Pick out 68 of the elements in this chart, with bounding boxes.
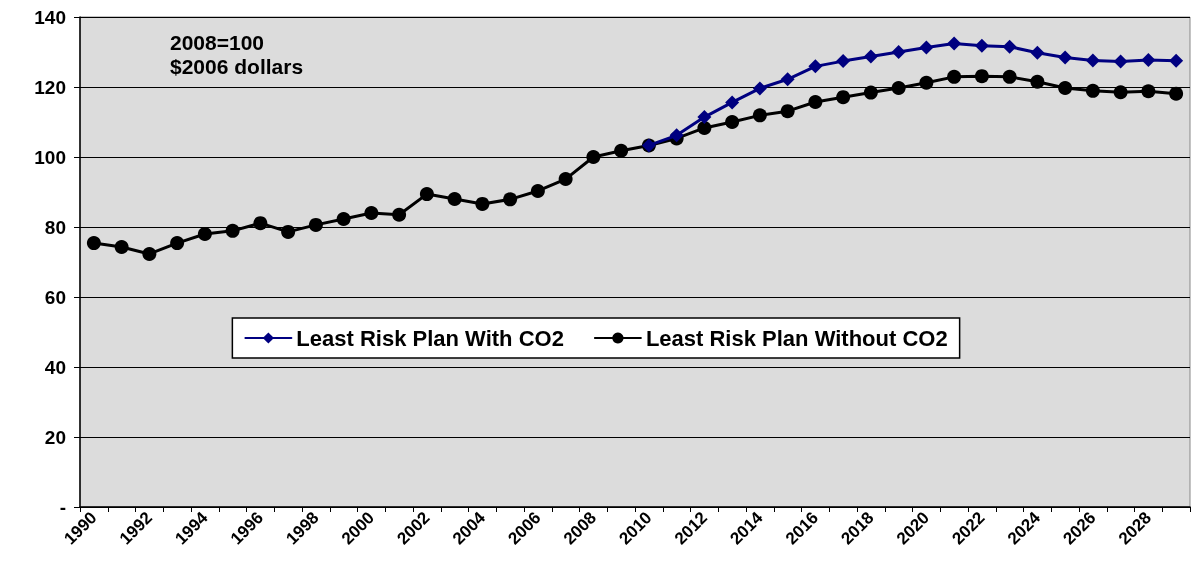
y-tick-label: 120	[34, 76, 66, 98]
point	[808, 59, 823, 74]
point	[1030, 45, 1045, 60]
point	[1113, 54, 1128, 69]
point	[558, 172, 573, 187]
point	[891, 81, 906, 96]
point	[419, 187, 434, 202]
point	[947, 36, 962, 51]
point	[281, 224, 296, 239]
y-tick-label: 80	[44, 216, 66, 238]
point	[780, 72, 795, 87]
point	[919, 75, 934, 90]
point	[725, 115, 740, 129]
point	[974, 69, 989, 84]
point	[336, 211, 351, 226]
point	[919, 40, 934, 55]
point	[614, 143, 629, 158]
point	[1113, 85, 1128, 100]
y-tick-label: 20	[44, 426, 66, 448]
point	[836, 90, 851, 105]
annotation: $2006 dollars	[170, 55, 304, 78]
point	[780, 104, 795, 119]
legend-label: Least Risk Plan Without CO2	[645, 325, 948, 351]
point	[836, 54, 851, 69]
point	[447, 192, 462, 206]
point	[1002, 69, 1017, 84]
point	[170, 236, 185, 251]
point	[225, 223, 240, 238]
point	[1058, 50, 1073, 65]
point	[1141, 53, 1156, 68]
point	[1058, 81, 1073, 96]
point	[142, 246, 157, 261]
y-tick-label: 40	[44, 356, 66, 378]
point	[586, 150, 601, 164]
point	[1085, 53, 1100, 68]
point	[253, 216, 268, 231]
y-tick-label: -	[59, 496, 66, 518]
y-tick-label: 140	[34, 6, 66, 28]
point	[752, 81, 767, 96]
point	[1002, 39, 1017, 54]
point	[1030, 74, 1045, 89]
point	[392, 207, 407, 222]
annotation: 2008=100	[170, 31, 265, 54]
point	[530, 183, 545, 198]
point	[1169, 53, 1184, 68]
legend-label: Least Risk Plan With CO2	[296, 325, 564, 351]
point	[475, 196, 490, 211]
point	[697, 110, 712, 125]
point	[752, 108, 767, 123]
point	[503, 192, 518, 207]
point	[86, 236, 101, 251]
point	[697, 120, 712, 135]
point	[725, 95, 740, 110]
y-tick-label: 100	[34, 146, 66, 168]
point	[808, 95, 823, 110]
point	[197, 227, 212, 241]
point	[891, 45, 906, 59]
point	[974, 38, 989, 53]
point	[1169, 86, 1184, 101]
point	[114, 239, 129, 254]
point	[308, 217, 323, 232]
point	[364, 206, 379, 220]
point	[863, 49, 878, 64]
point	[1085, 83, 1100, 98]
point	[863, 85, 878, 100]
point	[947, 69, 962, 84]
point	[1141, 84, 1156, 99]
y-tick-label: 60	[44, 286, 66, 308]
